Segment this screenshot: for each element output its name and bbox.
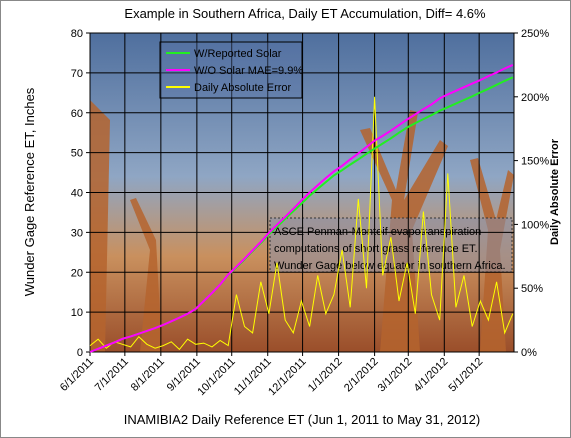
annotation: ASCE Penman-Monteif evapotranspirationco… — [269, 217, 513, 273]
y-tick-label: 50 — [71, 148, 83, 160]
y2-tick-label: 200% — [521, 92, 549, 104]
series-line — [89, 96, 514, 351]
y-tick-label: 30 — [71, 227, 83, 239]
legend-label: Daily Absolute Error — [194, 82, 292, 94]
chart-title: Example in Southern Africa, Daily ET Acc… — [124, 6, 486, 21]
y-axis-title: Wunder Gage Reference ET, Inches — [22, 87, 37, 296]
annotation-box — [269, 217, 513, 273]
series-line — [89, 63, 514, 353]
plot-border — [89, 32, 515, 353]
y-tick-label: 10 — [71, 307, 83, 319]
legend-label: W/Reported Solar — [194, 48, 282, 60]
x-axis-title: INAMIBIA2 Daily Reference ET (Jun 1, 201… — [124, 412, 480, 427]
y-tick-label: 80 — [71, 28, 83, 40]
y-tick-label: 20 — [71, 267, 83, 279]
y-tick-label: 70 — [71, 68, 83, 80]
y-tick-label: 60 — [71, 108, 83, 120]
y2-tick-label: 100% — [521, 219, 549, 231]
annotation-line: computations of short grass reference ET… — [274, 243, 478, 255]
y-tick-label: 0 — [77, 347, 83, 359]
y2-tick-label: 50% — [521, 283, 543, 295]
y2-tick-label: 250% — [521, 28, 549, 40]
y2-axis-title: Daily Absolute Error — [549, 138, 561, 245]
y-tick-label: 40 — [71, 188, 83, 200]
y2-tick-label: 0% — [521, 347, 537, 359]
y2-tick-label: 150% — [521, 156, 549, 168]
annotation-line: Wunder Gage below equator in southern Af… — [274, 260, 506, 272]
legend-label: W/O Solar MAE=9.9% — [194, 65, 303, 77]
